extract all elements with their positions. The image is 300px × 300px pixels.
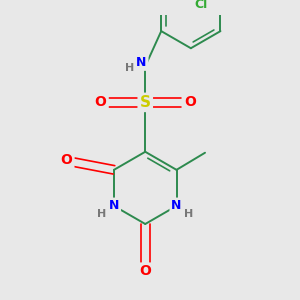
Text: S: S [140,95,151,110]
Text: N: N [109,200,119,212]
Text: O: O [139,265,151,278]
Text: H: H [184,208,194,218]
Text: O: O [95,95,106,110]
Text: H: H [125,63,135,73]
Text: O: O [184,95,196,110]
Text: N: N [136,56,147,69]
Text: N: N [171,200,182,212]
Text: O: O [61,153,72,167]
Text: Cl: Cl [194,0,208,11]
Text: H: H [97,208,106,218]
